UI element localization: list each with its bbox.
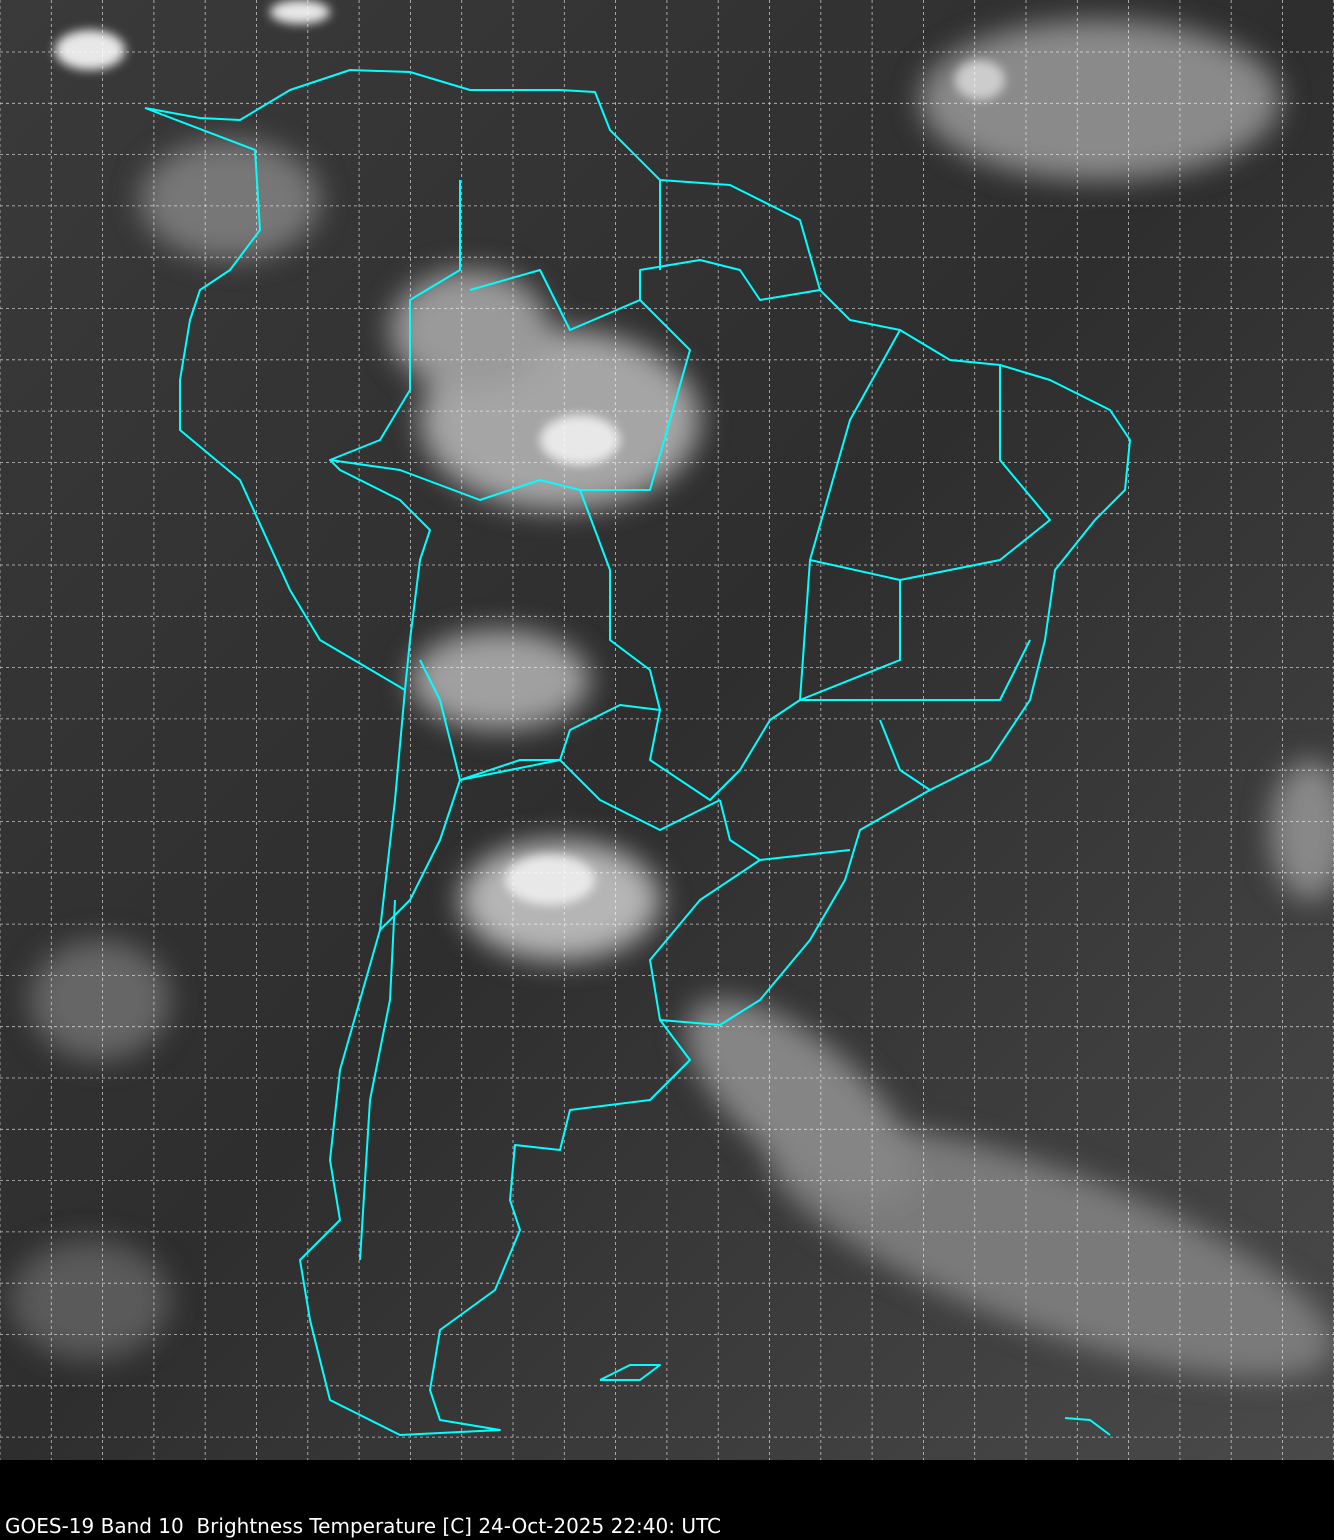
- image-caption: GOES-19 Band 10 Brightness Temperature […: [5, 1514, 721, 1538]
- continent-outline: [144, 69, 1131, 1436]
- satellite-map: [0, 0, 1334, 1460]
- cloud-layer: [10, 20, 1334, 1378]
- graticule-grid: [0, 0, 1334, 1460]
- country-borders: [144, 69, 1131, 1436]
